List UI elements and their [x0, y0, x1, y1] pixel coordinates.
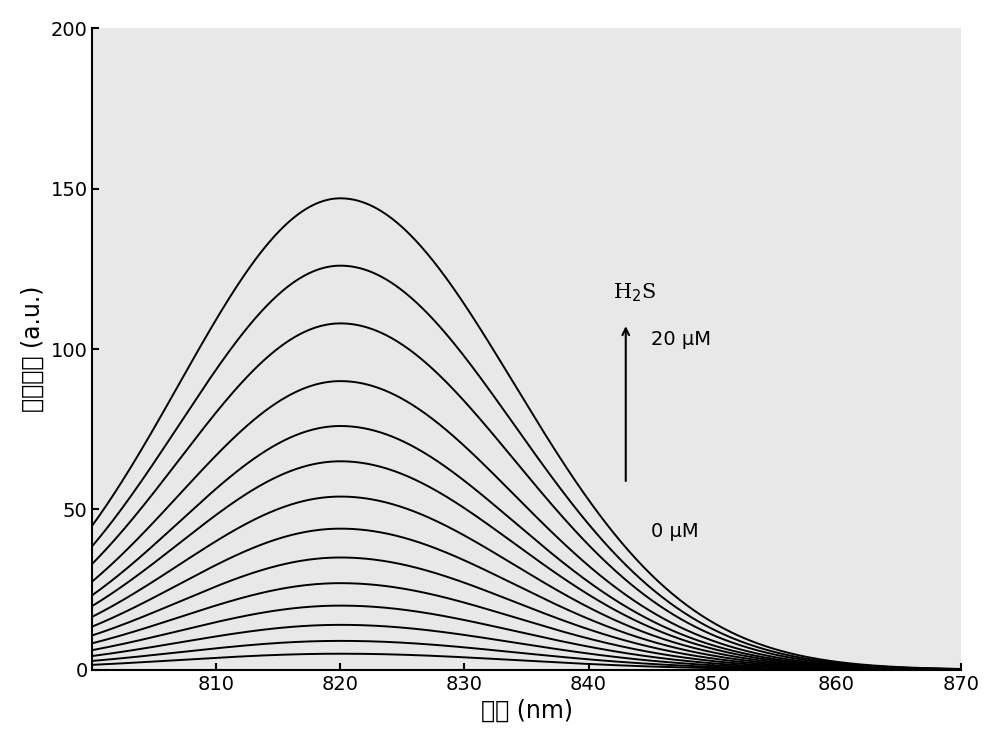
Text: H$_2$S: H$_2$S — [613, 281, 656, 304]
Y-axis label: 荧光强度 (a.u.): 荧光强度 (a.u.) — [21, 286, 45, 412]
X-axis label: 波长 (nm): 波长 (nm) — [481, 699, 573, 723]
Text: 20 μM: 20 μM — [651, 330, 711, 349]
Text: 0 μM: 0 μM — [651, 522, 698, 541]
